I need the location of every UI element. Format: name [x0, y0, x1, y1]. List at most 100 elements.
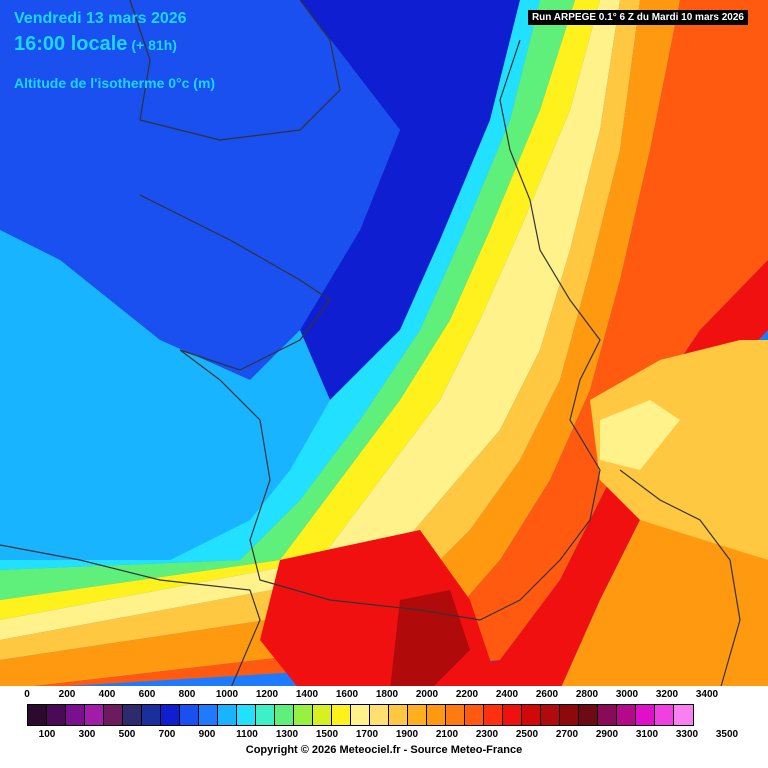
legend-tick-label: 2800 — [575, 689, 599, 700]
legend-swatch — [294, 705, 313, 725]
band-east-orange — [560, 520, 768, 690]
legend-tick-label: 3300 — [675, 729, 699, 740]
legend-top-labels: 0 200 400 600 800 1000 1200 1400 1600 1800 2000 220… — [0, 689, 768, 703]
band-cyan — [0, 0, 540, 570]
legend-tick-label: 100 — [38, 729, 56, 740]
legend-swatch — [446, 705, 465, 725]
legend-tick-label: 300 — [78, 729, 96, 740]
legend-tick-label: 2500 — [515, 729, 539, 740]
band-pale-yellow — [0, 0, 620, 640]
band-mid-blue — [0, 0, 400, 380]
legend-swatch — [199, 705, 218, 725]
legend-tick-label: 2400 — [495, 689, 519, 700]
legend-swatch — [522, 705, 541, 725]
legend-tick-label: 2900 — [595, 729, 619, 740]
legend-tick-label: 3000 — [615, 689, 639, 700]
model-run-info: Run ARPEGE 0.1° 6 Z du Mardi 10 mars 202… — [527, 10, 748, 25]
legend-swatch — [598, 705, 617, 725]
forecast-time-label: 16:00 locale — [14, 33, 128, 55]
legend-swatch — [275, 705, 294, 725]
legend-tick-label: 2100 — [435, 729, 459, 740]
legend-swatch — [560, 705, 579, 725]
band-orange — [0, 0, 680, 690]
legend-tick-label: 2600 — [535, 689, 559, 700]
legend-tick-label: 1300 — [275, 729, 299, 740]
legend-tick-label: 1100 — [236, 729, 258, 740]
legend-swatch — [655, 705, 674, 725]
band-light-blue — [0, 230, 330, 560]
legend-swatch — [636, 705, 655, 725]
legend-swatches — [27, 704, 694, 726]
legend-swatch — [123, 705, 142, 725]
legend-tick-label: 900 — [198, 729, 216, 740]
legend-swatch — [617, 705, 636, 725]
legend-swatch — [503, 705, 522, 725]
legend-tick-label: 1500 — [315, 729, 339, 740]
legend-tick-label: 1400 — [295, 689, 319, 700]
color-legend: 0 200 400 600 800 1000 1200 1400 1600 1800 2000 220… — [0, 686, 768, 768]
map-field-title: Altitude de l'isotherme 0°c (m) — [14, 75, 216, 91]
band-yellow — [0, 0, 600, 620]
coastline-italy — [619, 469, 741, 691]
legend-swatch — [579, 705, 598, 725]
legend-swatch — [142, 705, 161, 725]
legend-tick-label: 800 — [178, 689, 196, 700]
legend-swatch — [66, 705, 85, 725]
band-deep-blue — [300, 0, 520, 400]
forecast-lead-time: (+ 81h) — [131, 37, 177, 53]
copyright-text: Copyright © 2026 Meteociel.fr - Source M… — [245, 744, 523, 756]
legend-swatch — [351, 705, 370, 725]
legend-bottom-labels: 100 300 500 700 900 1100 1300 1500 1700 1900 2100 2… — [0, 729, 768, 743]
legend-swatch — [370, 705, 389, 725]
legend-swatch — [674, 705, 693, 725]
legend-tick-label: 2300 — [475, 729, 499, 740]
legend-tick-label: 500 — [118, 729, 136, 740]
legend-swatch — [28, 705, 47, 725]
forecast-date: Vendredi 13 mars 2026 — [14, 10, 187, 27]
forecast-time: 16:00 locale (+ 81h) — [14, 33, 177, 56]
legend-tick-label: 3100 — [635, 729, 659, 740]
legend-tick-label: 200 — [58, 689, 76, 700]
band-alps-pale — [600, 400, 680, 470]
legend-tick-label: 1800 — [375, 689, 399, 700]
legend-tick-label: 1000 — [215, 689, 239, 700]
legend-tick-label: 2000 — [415, 689, 439, 700]
legend-swatch — [47, 705, 66, 725]
legend-swatch — [237, 705, 256, 725]
legend-tick-label: 3500 — [715, 729, 739, 740]
legend-swatch — [180, 705, 199, 725]
legend-swatch — [541, 705, 560, 725]
legend-swatch — [484, 705, 503, 725]
legend-swatch — [465, 705, 484, 725]
legend-swatch — [85, 705, 104, 725]
legend-tick-label: 600 — [138, 689, 156, 700]
legend-tick-label: 2200 — [455, 689, 479, 700]
legend-swatch — [389, 705, 408, 725]
legend-tick-label: 1200 — [255, 689, 279, 700]
legend-swatch — [332, 705, 351, 725]
coastline-iberia — [0, 544, 261, 691]
legend-swatch — [408, 705, 427, 725]
legend-swatch — [313, 705, 332, 725]
legend-tick-label: 2700 — [555, 729, 579, 740]
legend-tick-label: 3200 — [655, 689, 679, 700]
legend-tick-label: 3400 — [695, 689, 719, 700]
coastline — [139, 39, 601, 621]
coastline-uk — [129, 0, 341, 141]
legend-swatch — [427, 705, 446, 725]
legend-tick-label: 1900 — [395, 729, 419, 740]
legend-swatch — [256, 705, 275, 725]
legend-swatch — [218, 705, 237, 725]
legend-tick-label: 1700 — [355, 729, 379, 740]
legend-tick-label: 700 — [158, 729, 176, 740]
band-light-orange — [0, 0, 640, 660]
legend-swatch — [104, 705, 123, 725]
legend-tick-label: 0 — [24, 689, 30, 700]
legend-swatch — [161, 705, 180, 725]
legend-tick-label: 1600 — [335, 689, 359, 700]
band-alps-yellow — [590, 340, 768, 560]
band-red-orange — [0, 0, 768, 690]
legend-tick-label: 400 — [98, 689, 116, 700]
